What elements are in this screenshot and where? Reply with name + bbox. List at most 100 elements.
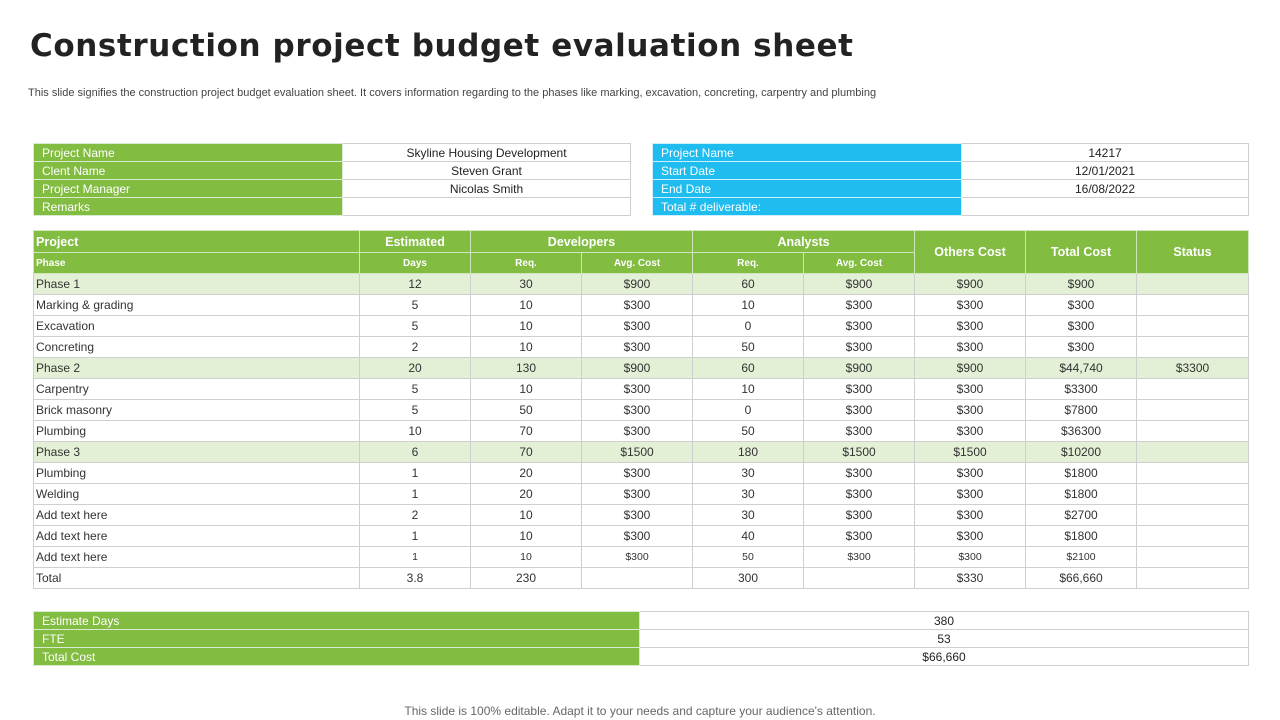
cell-dev-req: 30 [470,273,582,295]
info-value[interactable]: Skyline Housing Development [342,143,631,162]
cell-dev-avg-cost: $300 [581,504,693,526]
table-row: Plumbing 1 20 $300 30 $300 $300 $1800 [33,462,1250,484]
info-value[interactable] [342,197,631,216]
cell-phase: Carpentry [33,378,360,400]
cell-total-cost: $300 [1025,336,1138,358]
info-label: Start Date [652,161,962,180]
cell-others-cost: $300 [914,336,1027,358]
cell-others-cost: $300 [914,525,1027,547]
summary-value: 380 [639,611,1249,630]
cell-status [1136,294,1250,316]
cell-others-cost: $330 [914,567,1027,589]
cell-days: 2 [359,336,471,358]
cell-analyst-avg-cost: $300 [802,546,916,568]
cell-phase: Add text here [33,504,360,526]
header-others-cost: Others Cost [914,230,1027,274]
page-subtitle: This slide signifies the construction pr… [28,87,877,99]
summary-table: Estimate Days 380 FTE 53 Total Cost $66,… [33,611,1249,666]
summary-row: Total Cost $66,660 [33,647,1249,666]
cell-analyst-req: 50 [692,546,804,568]
info-row: Total # deliverable: [652,197,1249,216]
table-row: Welding 1 20 $300 30 $300 $300 $1800 [33,483,1250,505]
cell-analyst-avg-cost: $300 [802,420,916,442]
info-label: Total # deliverable: [652,197,962,216]
table-row: Add text here 2 10 $300 30 $300 $300 $27… [33,504,1250,526]
cell-analyst-avg-cost: $300 [802,483,916,505]
info-row: Remarks [33,197,631,216]
cell-dev-avg-cost [581,567,693,589]
summary-label: FTE [33,629,640,648]
cell-others-cost: $300 [914,420,1027,442]
cell-analyst-avg-cost: $300 [802,525,916,547]
summary-value: 53 [639,629,1249,648]
info-row: Clent Name Steven Grant [33,161,631,180]
info-label: Project Name [652,143,962,162]
header-dev-avg-cost: Avg. Cost [581,252,693,274]
cell-dev-req: 20 [470,483,582,505]
table-row: Add text here 1 10 $300 40 $300 $300 $18… [33,525,1250,547]
info-row: Project Name Skyline Housing Development [33,143,631,162]
cell-dev-req: 10 [470,315,582,337]
cell-dev-avg-cost: $300 [581,294,693,316]
cell-status [1136,399,1250,421]
cell-analyst-req: 10 [692,378,804,400]
cell-dev-req: 10 [470,336,582,358]
cell-days: 5 [359,294,471,316]
cell-others-cost: $300 [914,483,1027,505]
cell-phase: Excavation [33,315,360,337]
cell-analyst-req: 60 [692,357,804,379]
cell-status [1136,504,1250,526]
cell-phase: Phase 3 [33,441,360,463]
cell-dev-req: 10 [470,294,582,316]
cell-phase: Marking & grading [33,294,360,316]
info-value[interactable]: 14217 [961,143,1249,162]
cell-total-cost: $300 [1025,294,1138,316]
cell-days: 20 [359,357,471,379]
info-row: Start Date 12/01/2021 [652,161,1249,180]
cell-dev-req: 10 [470,504,582,526]
cell-analyst-req: 50 [692,420,804,442]
info-value[interactable]: 16/08/2022 [961,179,1249,198]
table-row: Concreting 2 10 $300 50 $300 $300 $300 [33,336,1250,358]
cell-dev-avg-cost: $300 [581,420,693,442]
project-dates-table: Project Name 14217 Start Date 12/01/2021… [652,143,1249,216]
cell-status [1136,336,1250,358]
header-estimated: Estimated [359,230,471,253]
cell-phase: Plumbing [33,462,360,484]
cell-dev-req: 10 [470,546,582,568]
info-value[interactable]: Steven Grant [342,161,631,180]
page-title: Construction project budget evaluation s… [30,28,854,64]
cell-phase: Phase 2 [33,357,360,379]
cell-dev-avg-cost: $900 [581,357,693,379]
cell-dev-avg-cost: $300 [581,483,693,505]
cell-status [1136,273,1250,295]
info-value[interactable]: Nicolas Smith [342,179,631,198]
info-value[interactable] [961,197,1249,216]
cell-dev-req: 20 [470,462,582,484]
cell-total-cost: $1800 [1025,462,1138,484]
cell-days: 1 [359,525,471,547]
cell-dev-req: 10 [470,525,582,547]
cell-dev-req: 230 [470,567,582,589]
header-total-cost: Total Cost [1025,230,1138,274]
summary-label: Total Cost [33,647,640,666]
cell-others-cost: $300 [914,294,1027,316]
info-value[interactable]: 12/01/2021 [961,161,1249,180]
cell-total-cost: $7800 [1025,399,1138,421]
cell-status [1136,483,1250,505]
table-row: Excavation 5 10 $300 0 $300 $300 $300 [33,315,1250,337]
cell-analyst-req: 60 [692,273,804,295]
header-dev-req: Req. [470,252,582,274]
cell-analyst-avg-cost: $300 [802,399,916,421]
cell-total-cost: $1800 [1025,525,1138,547]
cell-phase: Add text here [33,546,360,568]
cell-analyst-avg-cost: $300 [802,294,916,316]
cell-phase: Add text here [33,525,360,547]
cell-total-cost: $2100 [1025,546,1138,568]
table-row: Phase 1 12 30 $900 60 $900 $900 $900 [33,273,1250,295]
info-row: Project Manager Nicolas Smith [33,179,631,198]
cell-analyst-avg-cost: $300 [802,504,916,526]
cell-dev-avg-cost: $300 [581,525,693,547]
cell-phase: Brick masonry [33,399,360,421]
cell-dev-avg-cost: $300 [581,378,693,400]
